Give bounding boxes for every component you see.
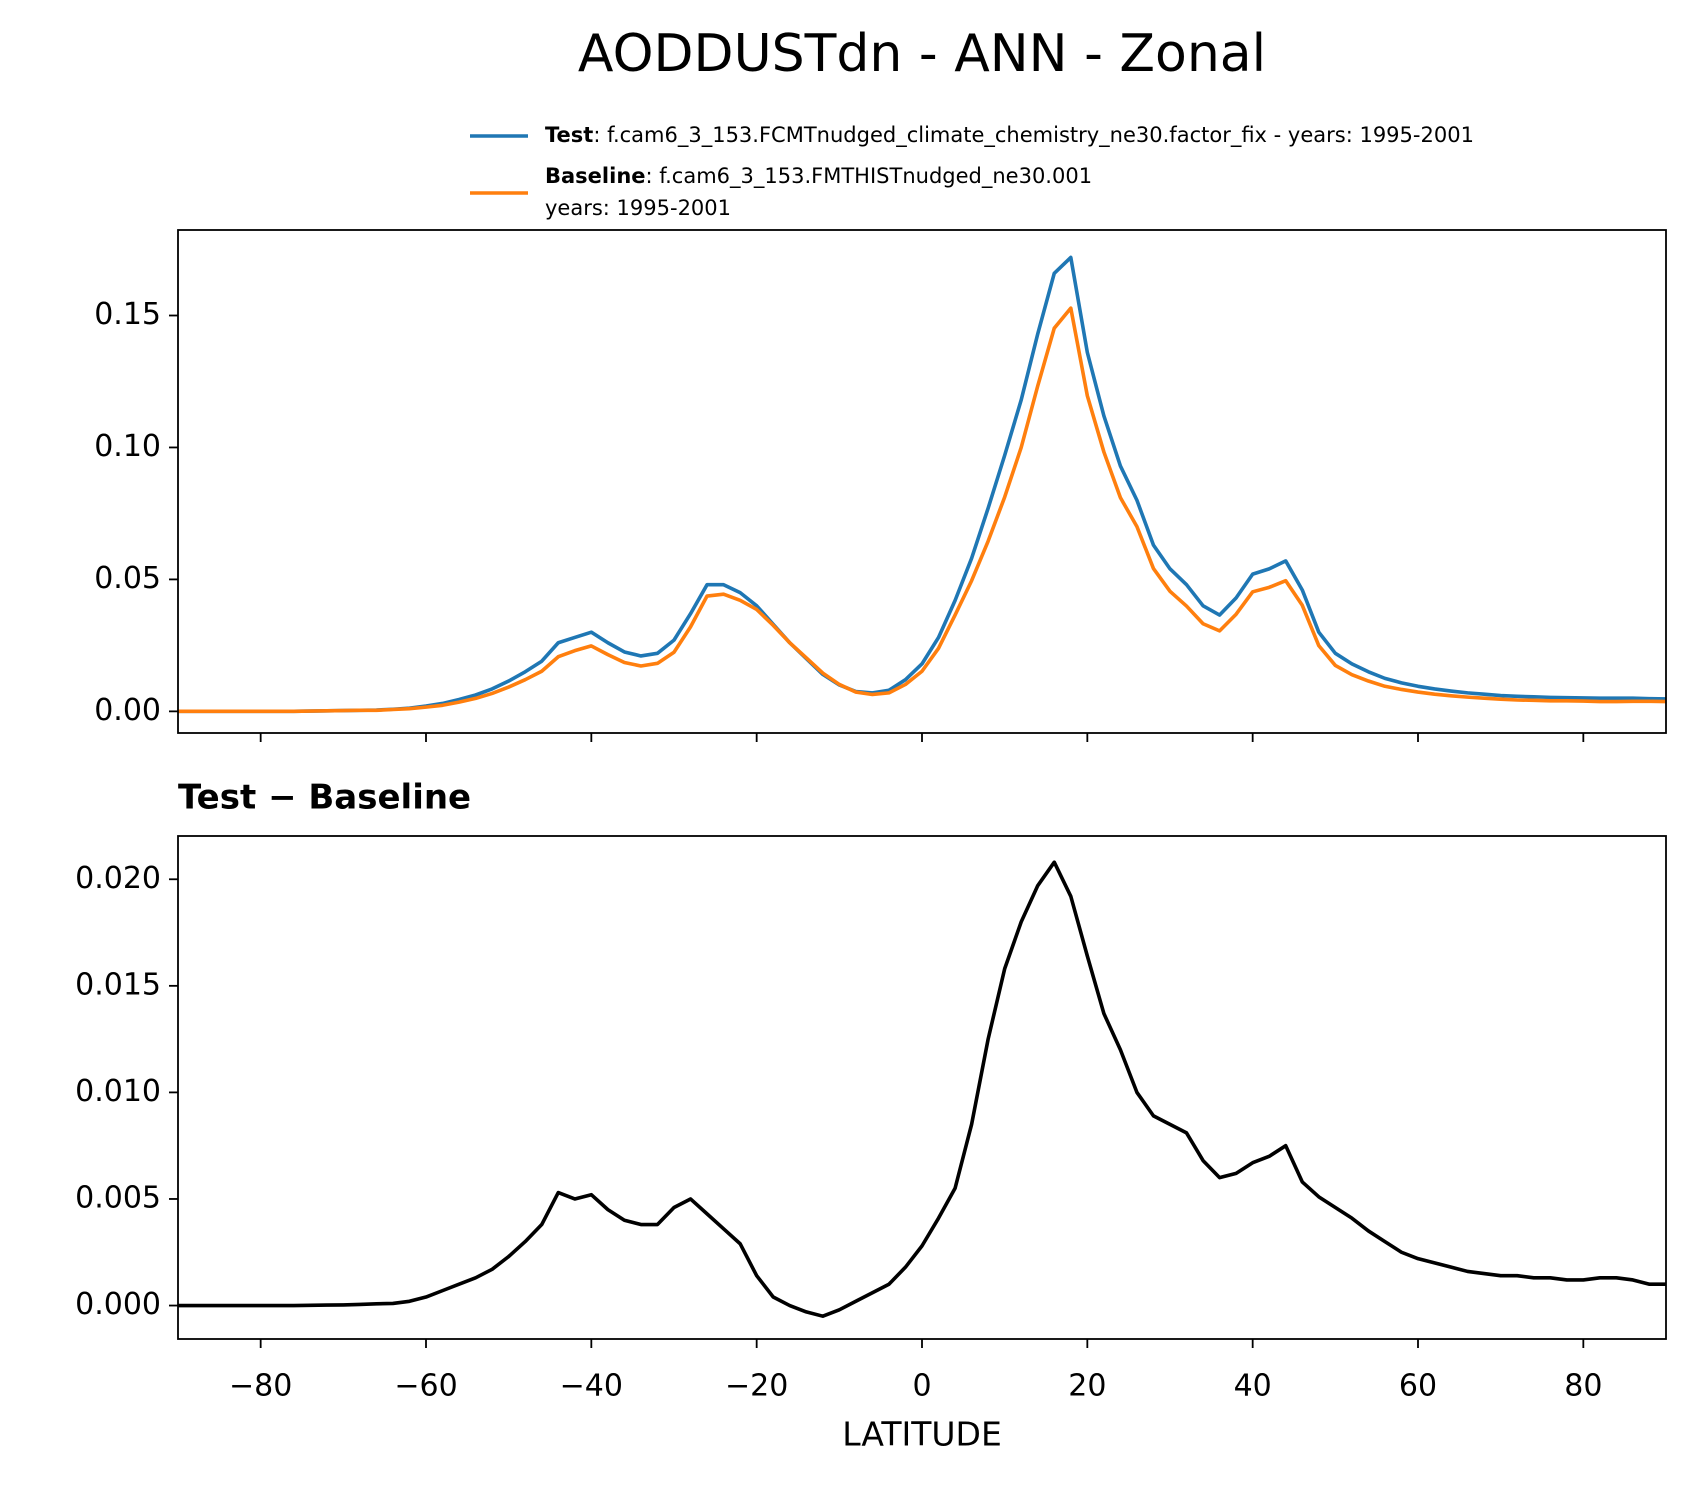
plot-frame: [177, 229, 1667, 734]
y-tick-label: 0.020: [75, 861, 161, 896]
x-tick-label: 0: [912, 1369, 931, 1404]
x-tick-label: 80: [1564, 1369, 1602, 1404]
x-tick-label: −40: [560, 1369, 623, 1404]
data-line: [178, 860, 1666, 1318]
legend-description: : f.cam6_3_153.FCMTnudged_climate_chemis…: [593, 123, 1474, 148]
y-tick-label: 0.05: [94, 561, 161, 596]
x-tick-label: 40: [1234, 1369, 1272, 1404]
legend-description: : f.cam6_3_153.FMTHISTnudged_ne30.001: [646, 164, 1093, 189]
x-axis-label: LATITUDE: [842, 1415, 1002, 1454]
y-tick-label: 0.005: [75, 1180, 161, 1215]
y-tick-label: 0.15: [94, 297, 161, 332]
legend-description: years: 1995-2001: [545, 196, 731, 220]
legend-entry: Test: f.cam6_3_153.FCMTnudged_climate_ch…: [545, 123, 1474, 148]
x-tick-label: 60: [1399, 1369, 1437, 1404]
y-tick-label: 0.010: [75, 1074, 161, 1109]
y-tick-label: 0.10: [94, 429, 161, 464]
figure-title: AODDUSTdn - ANN - Zonal: [578, 24, 1266, 84]
legend-entry: years: 1995-2001: [545, 196, 731, 220]
subplot-title: Test − Baseline: [178, 778, 471, 818]
plot-frame: [177, 835, 1667, 1340]
x-tick-label: −80: [229, 1369, 292, 1404]
x-tick-label: 20: [1068, 1369, 1106, 1404]
data-line: [178, 306, 1666, 714]
data-line: [178, 255, 1666, 714]
legend-name: Test: [545, 123, 593, 147]
x-tick-label: −60: [394, 1369, 457, 1404]
x-tick-label: −20: [725, 1369, 788, 1404]
y-tick-label: 0.000: [75, 1287, 161, 1322]
legend-entry: Baseline: f.cam6_3_153.FMTHISTnudged_ne3…: [545, 164, 1092, 189]
y-tick-label: 0.015: [75, 967, 161, 1002]
y-tick-label: 0.00: [94, 693, 161, 728]
legend-name: Baseline: [545, 164, 646, 188]
